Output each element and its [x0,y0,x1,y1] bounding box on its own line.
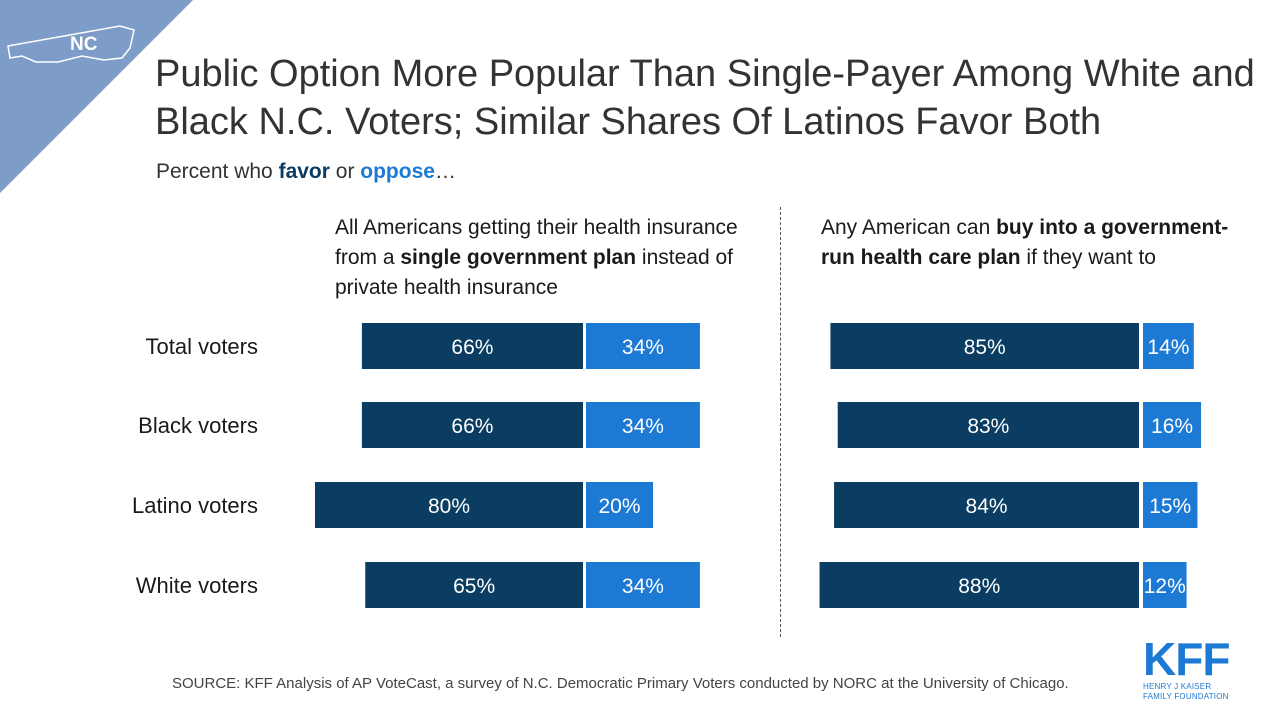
favor-bar [830,323,1139,369]
favor-data-label: 66% [451,336,493,359]
corner-banner [0,0,193,193]
subtitle-middle: or [329,160,361,183]
logo-line-1: HENRY J KAISER [1143,682,1212,691]
oppose-data-label: 15% [1149,495,1191,518]
favor-data-label: 84% [966,495,1008,518]
left-heading-part: instead of private health insurance [335,246,733,299]
oppose-bar [1143,482,1198,528]
right-heading-part: if they want to [1020,246,1156,269]
chart-title: Public Option More Popular Than Single-P… [155,53,1255,143]
favor-data-label: 65% [453,575,495,598]
oppose-bar [586,402,700,448]
oppose-data-label: 12% [1144,575,1186,598]
oppose-data-label: 16% [1151,415,1193,438]
oppose-data-label: 20% [598,495,640,518]
nc-state-outline-icon [7,25,135,63]
right-heading-part: buy into a government-run health care pl… [821,216,1229,269]
panel-divider [780,207,781,637]
chart-subtitle: Percent who favor or oppose… [156,160,456,184]
source-note: SOURCE: KFF Analysis of AP VoteCast, a s… [172,675,1069,692]
category-label: Latino voters [132,493,258,518]
oppose-data-label: 14% [1147,336,1189,359]
favor-bar [837,402,1139,448]
favor-bar [315,482,583,528]
favor-data-label: 85% [964,336,1006,359]
legend-oppose: oppose [360,160,435,183]
favor-bar [361,323,583,369]
left-panel-heading: All Americans getting their health insur… [335,213,775,303]
subtitle-prefix: Percent who [156,160,279,183]
favor-data-label: 83% [967,415,1009,438]
favor-bar [819,562,1139,608]
category-label: Total voters [146,334,259,359]
oppose-data-label: 34% [622,575,664,598]
oppose-bar [1143,402,1202,448]
kff-logo: KFF HENRY J KAISER FAMILY FOUNDATION [1143,636,1253,702]
subtitle-suffix: … [434,160,456,183]
favor-data-label: 66% [451,415,493,438]
oppose-bar [1143,562,1187,608]
favor-bar [361,402,583,448]
category-label: Black voters [138,413,258,438]
state-badge: NC [70,34,98,55]
oppose-data-label: 34% [622,336,664,359]
category-label: White voters [136,573,258,598]
right-panel-heading: Any American can buy into a government-r… [821,213,1241,273]
oppose-bar [586,482,653,528]
favor-data-label: 88% [958,575,1000,598]
logo-mark: KFF [1143,633,1230,685]
favor-data-label: 80% [428,495,470,518]
oppose-bar [586,562,700,608]
left-heading-part: All Americans getting their health insur… [335,216,738,269]
left-heading-part: single government plan [400,246,637,269]
oppose-bar [586,323,700,369]
favor-bar [365,562,583,608]
oppose-bar [1143,323,1194,369]
favor-bar [834,482,1139,528]
oppose-data-label: 34% [622,415,664,438]
legend-favor: favor [278,160,330,183]
logo-line-2: FAMILY FOUNDATION [1143,692,1229,701]
right-heading-part: Any American can [821,216,997,239]
